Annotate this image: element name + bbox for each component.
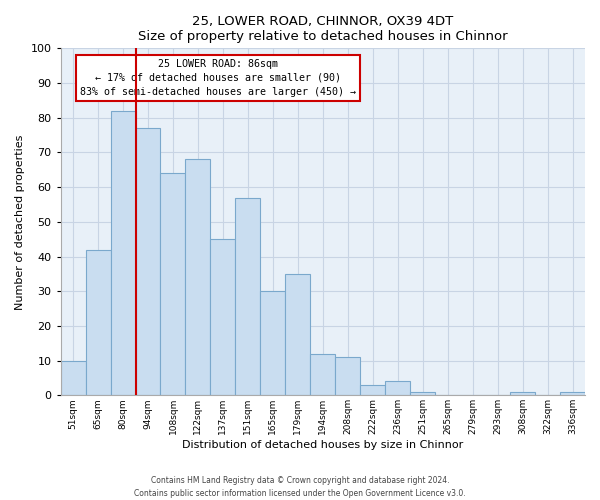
Bar bbox=[185, 160, 211, 396]
Bar bbox=[160, 173, 185, 396]
Text: Contains HM Land Registry data © Crown copyright and database right 2024.
Contai: Contains HM Land Registry data © Crown c… bbox=[134, 476, 466, 498]
Title: 25, LOWER ROAD, CHINNOR, OX39 4DT
Size of property relative to detached houses i: 25, LOWER ROAD, CHINNOR, OX39 4DT Size o… bbox=[138, 15, 508, 43]
Bar bbox=[560, 392, 585, 396]
Bar bbox=[510, 392, 535, 396]
Bar bbox=[86, 250, 110, 396]
X-axis label: Distribution of detached houses by size in Chinnor: Distribution of detached houses by size … bbox=[182, 440, 463, 450]
Bar bbox=[360, 385, 385, 396]
Bar bbox=[110, 111, 136, 396]
Bar bbox=[136, 128, 160, 396]
Bar bbox=[286, 274, 310, 396]
Bar bbox=[410, 392, 435, 396]
Bar bbox=[260, 291, 286, 396]
Bar bbox=[385, 382, 410, 396]
Bar bbox=[235, 198, 260, 396]
Bar bbox=[61, 360, 86, 396]
Bar bbox=[335, 357, 360, 396]
Bar bbox=[211, 239, 235, 396]
Text: 25 LOWER ROAD: 86sqm
← 17% of detached houses are smaller (90)
83% of semi-detac: 25 LOWER ROAD: 86sqm ← 17% of detached h… bbox=[80, 58, 356, 96]
Bar bbox=[310, 354, 335, 396]
Y-axis label: Number of detached properties: Number of detached properties bbox=[15, 134, 25, 310]
